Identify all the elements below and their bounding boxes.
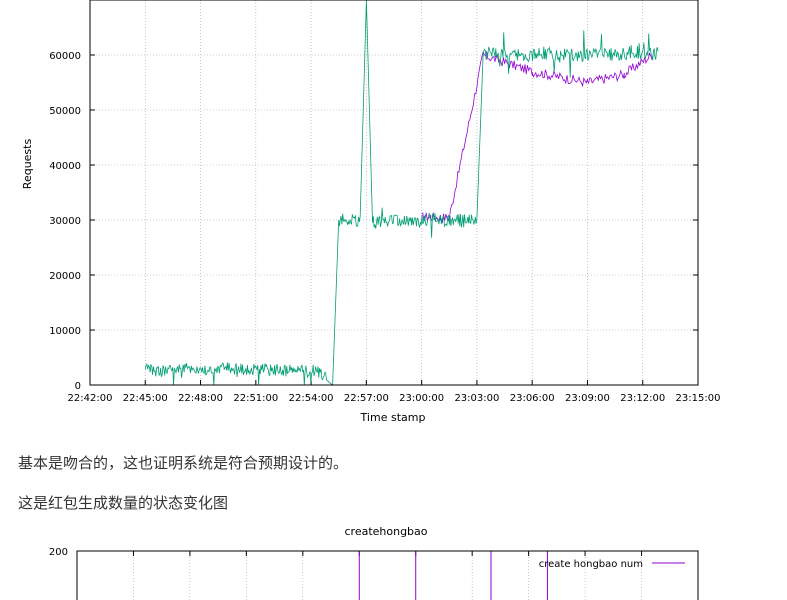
series-line-secondary bbox=[421, 51, 653, 224]
grid-lines bbox=[89, 0, 699, 386]
y-tick-labels: 0 10000 20000 30000 40000 50000 60000 bbox=[49, 51, 81, 392]
series-line-primary bbox=[144, 0, 659, 386]
x-tick-label: 22:57:00 bbox=[344, 393, 389, 404]
legend-label: create hongbao num bbox=[539, 559, 643, 570]
x-tick-label: 23:09:00 bbox=[565, 393, 610, 404]
paragraph-match-statement: 基本是吻合的，这也证明系统是符合预期设计的。 bbox=[18, 454, 349, 472]
y-tick-labels: 200 bbox=[49, 547, 68, 558]
paragraph-chart-intro: 这是红包生成数量的状态变化图 bbox=[18, 494, 229, 512]
x-tick-label: 22:54:00 bbox=[289, 393, 334, 404]
x-axis-label: Time stamp bbox=[360, 411, 426, 424]
y-tick-label: 40000 bbox=[49, 161, 81, 172]
y-tick-label: 10000 bbox=[49, 326, 81, 337]
x-tick-label: 23:06:00 bbox=[510, 393, 555, 404]
x-tick-label: 22:51:00 bbox=[233, 393, 278, 404]
y-tick-label: 50000 bbox=[49, 106, 81, 117]
series-lines bbox=[358, 551, 548, 600]
plot-frame bbox=[89, 0, 699, 386]
y-tick-label: 0 bbox=[75, 381, 81, 392]
y-tick-label: 200 bbox=[49, 547, 68, 558]
x-tick-label: 23:12:00 bbox=[620, 393, 665, 404]
x-tick-label: 23:03:00 bbox=[454, 393, 499, 404]
x-tick-label: 22:48:00 bbox=[178, 393, 223, 404]
y-tick-label: 20000 bbox=[49, 271, 81, 282]
createhongbao-chart: createhongbao 200 create hongbao num bbox=[49, 525, 699, 600]
chart-title: createhongbao bbox=[344, 525, 427, 538]
x-tick-label: 22:45:00 bbox=[123, 393, 168, 404]
x-tick-label: 23:00:00 bbox=[399, 393, 444, 404]
y-axis-label: Requests bbox=[21, 139, 34, 190]
y-tick-label: 60000 bbox=[49, 51, 81, 62]
y-tick-label: 30000 bbox=[49, 216, 81, 227]
x-tick-labels: 22:42:00 22:45:00 22:48:00 22:51:00 22:54:00… bbox=[68, 393, 721, 404]
plot-frame bbox=[76, 550, 699, 600]
requests-chart: 0 10000 20000 30000 40000 50000 60000 22:42:00… bbox=[21, 0, 721, 424]
x-tick-label: 22:42:00 bbox=[68, 393, 113, 404]
series-lines bbox=[144, 0, 659, 386]
x-tick-label: 23:15:00 bbox=[676, 393, 721, 404]
